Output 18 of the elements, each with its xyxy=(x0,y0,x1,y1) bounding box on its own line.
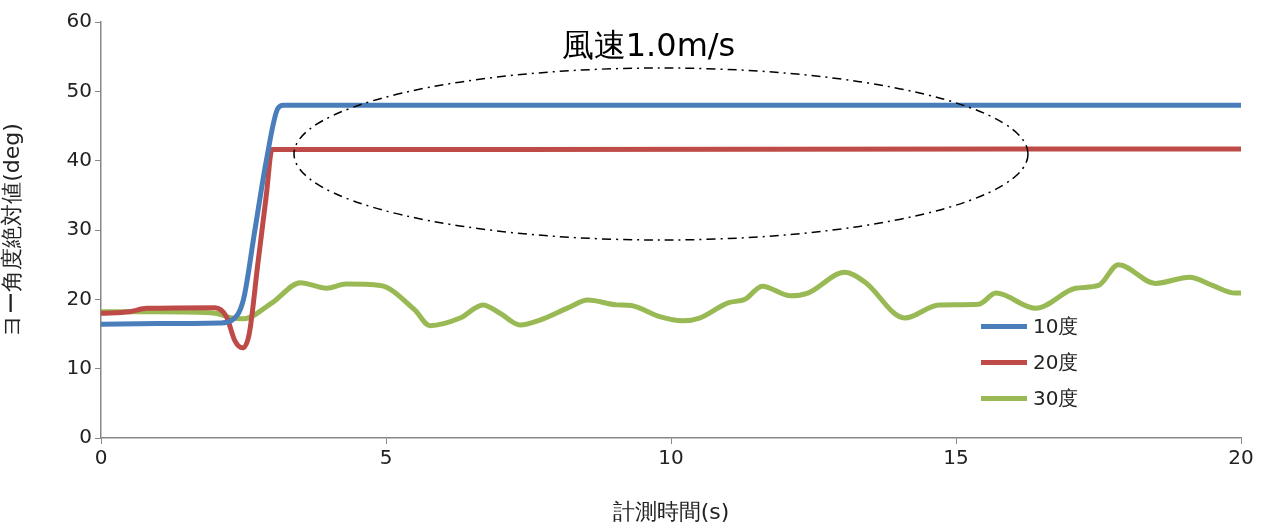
y-tick-label: 40 xyxy=(66,146,92,171)
y-tick-label: 0 xyxy=(79,424,92,449)
legend-label: 30度 xyxy=(1033,384,1079,412)
y-tick-label: 20 xyxy=(66,285,92,310)
x-tick-label: 0 xyxy=(94,445,108,470)
y-axis-title: ヨー角度絶対値(deg) xyxy=(0,123,24,337)
y-tick-label: 10 xyxy=(66,354,92,379)
x-tick-label: 10 xyxy=(658,445,684,470)
x-tick-label: 15 xyxy=(943,445,969,470)
y-tick-label: 60 xyxy=(66,8,92,33)
x-tick-label: 20 xyxy=(1228,445,1254,470)
y-tick-label: 30 xyxy=(66,216,92,241)
y-tick-label: 50 xyxy=(66,77,92,102)
legend-label: 20度 xyxy=(1033,348,1079,376)
x-tick-label: 5 xyxy=(379,445,393,470)
x-axis-title: 計測時間(s) xyxy=(612,498,730,524)
chart-title: 風速1.0m/s xyxy=(561,25,736,66)
legend-label: 10度 xyxy=(1033,312,1079,340)
